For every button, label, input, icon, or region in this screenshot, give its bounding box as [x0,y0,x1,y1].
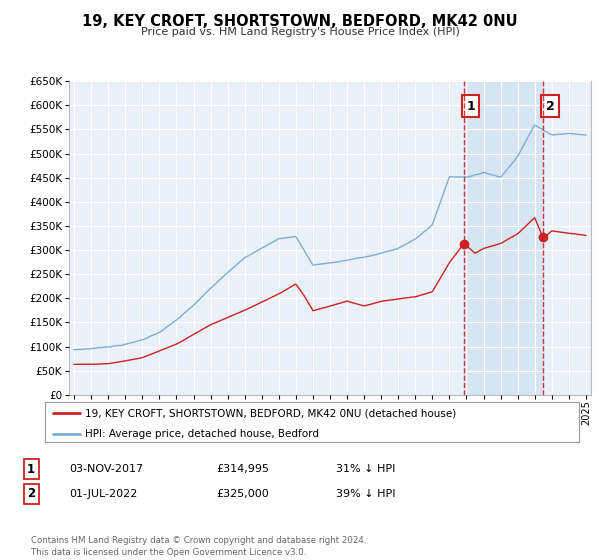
Text: Price paid vs. HM Land Registry's House Price Index (HPI): Price paid vs. HM Land Registry's House … [140,27,460,37]
Text: Contains HM Land Registry data © Crown copyright and database right 2024.
This d: Contains HM Land Registry data © Crown c… [31,536,367,557]
Text: £314,995: £314,995 [216,464,269,474]
Text: 19, KEY CROFT, SHORTSTOWN, BEDFORD, MK42 0NU: 19, KEY CROFT, SHORTSTOWN, BEDFORD, MK42… [82,14,518,29]
Text: 1: 1 [466,100,475,113]
Text: 2: 2 [545,100,554,113]
Text: £325,000: £325,000 [216,489,269,499]
Text: 03-NOV-2017: 03-NOV-2017 [69,464,143,474]
Bar [464,81,543,395]
Text: 1: 1 [27,463,35,476]
Text: 31% ↓ HPI: 31% ↓ HPI [336,464,395,474]
Text: 39% ↓ HPI: 39% ↓ HPI [336,489,395,499]
Text: 2: 2 [27,487,35,501]
Text: 19, KEY CROFT, SHORTSTOWN, BEDFORD, MK42 0NU (detached house): 19, KEY CROFT, SHORTSTOWN, BEDFORD, MK42… [85,408,457,418]
Text: 01-JUL-2022: 01-JUL-2022 [69,489,137,499]
Text: HPI: Average price, detached house, Bedford: HPI: Average price, detached house, Bedf… [85,428,319,438]
